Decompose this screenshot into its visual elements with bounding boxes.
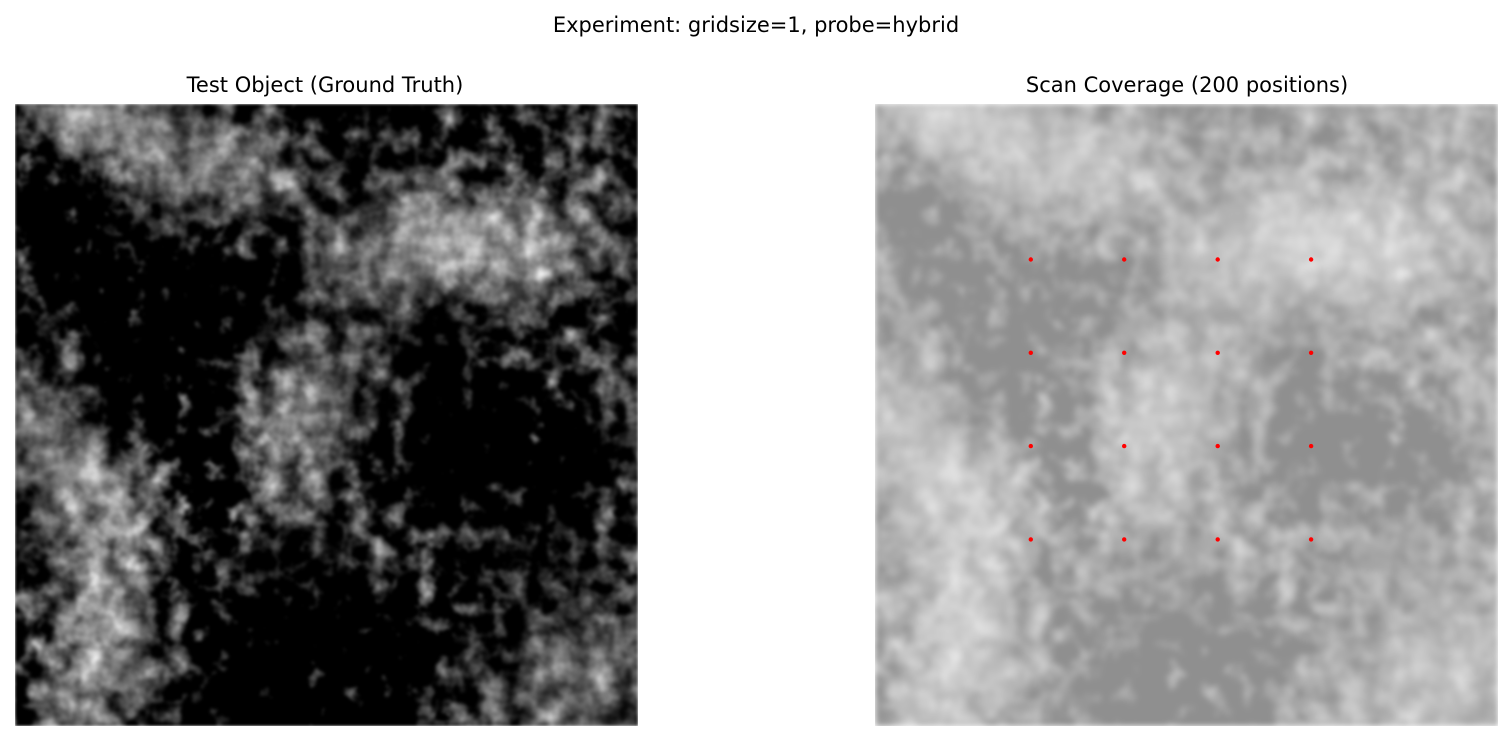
scan-positions-layer: [1028, 257, 1314, 542]
scan-position-point: [1308, 443, 1314, 449]
scan-position-point: [1122, 350, 1127, 355]
scan-position-point: [1215, 350, 1220, 355]
scan-position-point: [1122, 537, 1127, 542]
scan-position-point: [1122, 257, 1127, 262]
scan-position-point: [1308, 257, 1314, 262]
scan-background-texture: [875, 104, 1498, 726]
scan-position-point: [1308, 350, 1314, 355]
scan-coverage-plot: [875, 104, 1498, 726]
ground-truth-svg: [15, 104, 638, 726]
scan-position-point: [1215, 537, 1220, 542]
right-panel-title: Scan Coverage (200 positions): [1025, 73, 1349, 97]
scan-position-point: [1215, 443, 1220, 449]
ground-truth-texture: [15, 104, 638, 726]
scan-position-point: [1028, 257, 1033, 262]
scan-position-point: [1028, 537, 1033, 542]
scan-position-point: [1215, 257, 1220, 262]
scan-position-point: [1122, 443, 1127, 449]
scan-coverage-svg: [875, 104, 1498, 726]
ground-truth-image: [15, 104, 638, 726]
scan-position-point: [1028, 350, 1033, 355]
scan-position-point: [1308, 537, 1314, 542]
figure-suptitle: Experiment: gridsize=1, probe=hybrid: [552, 13, 960, 37]
scan-position-point: [1028, 443, 1033, 449]
left-panel-title: Test Object (Ground Truth): [186, 73, 464, 97]
